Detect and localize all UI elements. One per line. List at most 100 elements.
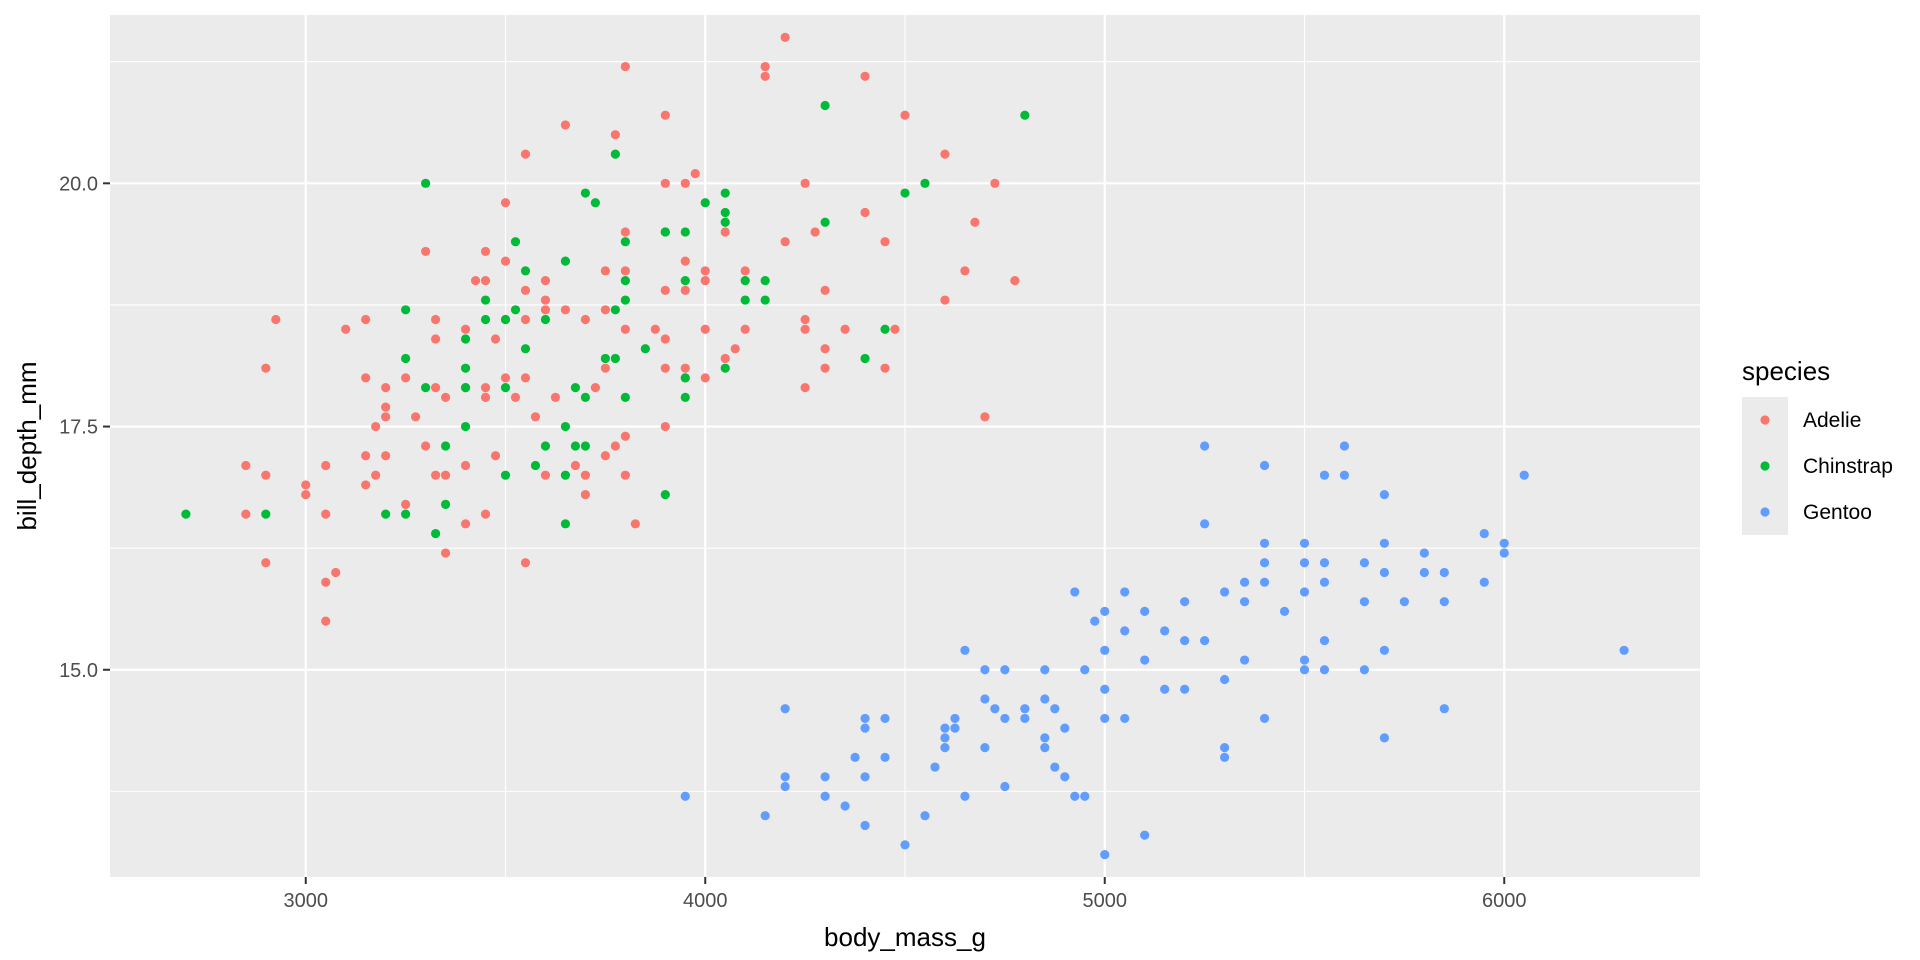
data-point bbox=[1090, 616, 1100, 626]
data-point bbox=[1399, 597, 1409, 607]
data-point bbox=[1359, 558, 1370, 568]
data-point bbox=[1180, 597, 1190, 607]
data-point bbox=[760, 295, 770, 305]
data-points bbox=[181, 32, 1629, 860]
data-point bbox=[381, 451, 391, 461]
data-point bbox=[1379, 567, 1389, 578]
data-point bbox=[421, 441, 431, 451]
data-point bbox=[1180, 635, 1190, 646]
data-point bbox=[940, 733, 950, 743]
y-axis: 15.0 17.5 20.0 bbox=[59, 173, 110, 682]
data-point bbox=[510, 237, 521, 247]
data-point bbox=[940, 295, 950, 305]
data-point bbox=[990, 704, 1000, 714]
data-point bbox=[480, 295, 491, 305]
data-point bbox=[600, 451, 610, 461]
data-point bbox=[800, 383, 810, 393]
data-point bbox=[1080, 791, 1090, 801]
data-point bbox=[540, 470, 551, 480]
data-point bbox=[940, 743, 950, 753]
data-point bbox=[530, 460, 541, 471]
data-point bbox=[680, 791, 690, 801]
data-point bbox=[371, 421, 381, 432]
data-point bbox=[520, 266, 531, 276]
legend-key-adelie bbox=[1760, 415, 1770, 425]
data-point bbox=[1000, 665, 1010, 675]
data-point bbox=[321, 509, 331, 519]
data-point bbox=[720, 363, 730, 373]
data-point bbox=[560, 256, 571, 266]
data-point bbox=[1299, 655, 1310, 665]
data-point bbox=[940, 723, 950, 733]
data-point bbox=[620, 295, 630, 305]
data-point bbox=[430, 528, 441, 539]
data-point bbox=[900, 188, 910, 198]
data-point bbox=[610, 149, 620, 159]
data-point bbox=[1140, 606, 1150, 616]
data-point bbox=[381, 509, 391, 519]
data-point bbox=[700, 324, 710, 334]
data-point bbox=[810, 227, 820, 237]
data-point bbox=[580, 392, 591, 402]
data-point bbox=[1050, 704, 1060, 714]
data-point bbox=[700, 198, 710, 208]
data-point bbox=[181, 509, 191, 519]
data-point bbox=[321, 460, 331, 471]
data-point bbox=[540, 276, 551, 286]
data-point bbox=[1319, 470, 1330, 480]
data-point bbox=[401, 305, 411, 315]
data-point bbox=[470, 276, 481, 286]
data-point bbox=[540, 305, 551, 315]
data-point bbox=[900, 110, 910, 120]
data-point bbox=[880, 324, 890, 334]
data-point bbox=[430, 383, 441, 393]
data-point bbox=[680, 256, 690, 266]
y-tick-label: 20.0 bbox=[59, 173, 98, 195]
data-point bbox=[401, 509, 411, 519]
data-point bbox=[720, 207, 730, 218]
data-point bbox=[490, 451, 501, 461]
data-point bbox=[361, 314, 371, 325]
data-point bbox=[1100, 606, 1110, 616]
data-point bbox=[520, 344, 531, 354]
data-point bbox=[780, 237, 790, 247]
data-point bbox=[660, 421, 670, 432]
data-point bbox=[1180, 684, 1190, 694]
data-point bbox=[950, 713, 960, 724]
data-point bbox=[650, 324, 660, 334]
data-point bbox=[1219, 743, 1230, 753]
data-point bbox=[1259, 577, 1270, 587]
data-point bbox=[430, 314, 441, 325]
data-point bbox=[720, 227, 730, 237]
data-point bbox=[301, 480, 311, 490]
data-point bbox=[740, 324, 750, 334]
data-point bbox=[720, 353, 730, 364]
data-point bbox=[1200, 441, 1210, 451]
data-point bbox=[1379, 733, 1389, 743]
major-gridlines bbox=[110, 15, 1700, 877]
data-point bbox=[660, 285, 670, 295]
data-point bbox=[980, 694, 990, 704]
data-point bbox=[460, 383, 471, 393]
data-point bbox=[1319, 665, 1330, 675]
data-point bbox=[620, 324, 630, 334]
data-point bbox=[980, 743, 990, 753]
data-point bbox=[610, 441, 620, 451]
data-point bbox=[500, 198, 511, 208]
data-point bbox=[700, 276, 710, 286]
data-point bbox=[381, 402, 391, 412]
data-point bbox=[341, 324, 351, 334]
data-point bbox=[820, 285, 830, 295]
data-point bbox=[660, 490, 670, 500]
data-point bbox=[460, 324, 471, 334]
data-point bbox=[1060, 723, 1070, 733]
data-point bbox=[1259, 460, 1270, 471]
data-point bbox=[1239, 597, 1250, 607]
data-point bbox=[620, 392, 630, 402]
data-point bbox=[460, 519, 471, 529]
data-point bbox=[500, 314, 511, 325]
data-point bbox=[590, 198, 600, 208]
data-point bbox=[860, 820, 870, 831]
data-point bbox=[540, 441, 551, 451]
data-point bbox=[321, 577, 331, 587]
